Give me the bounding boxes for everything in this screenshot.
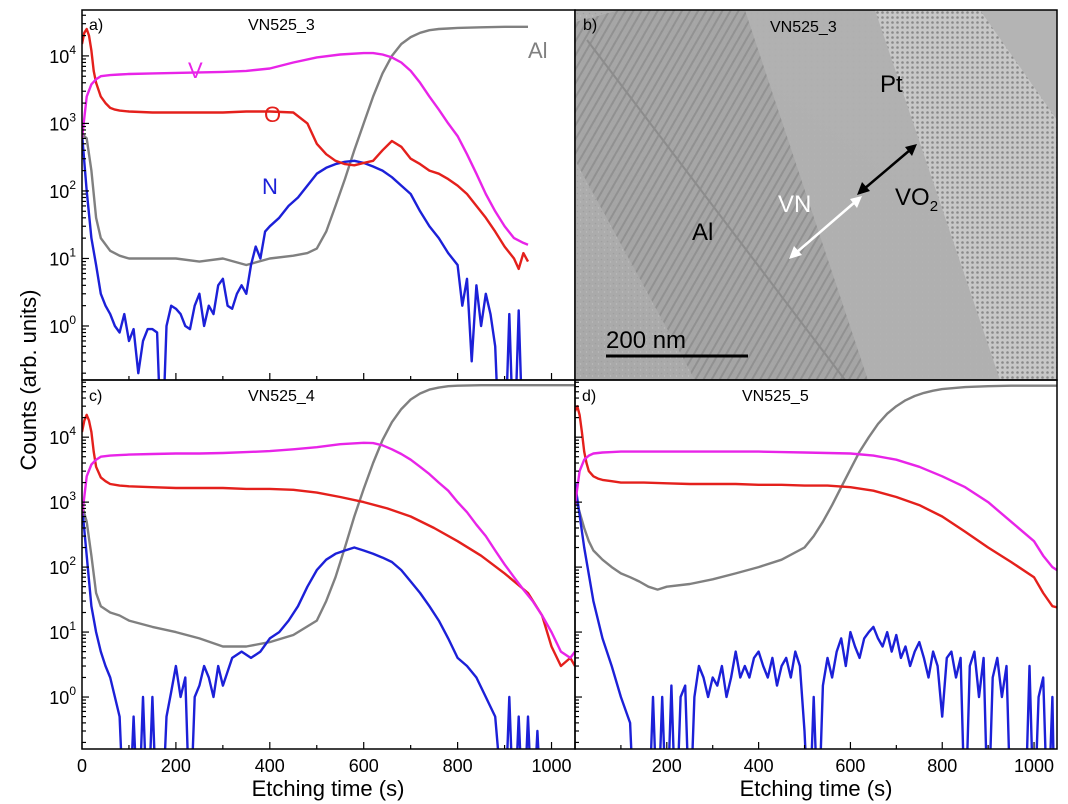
series-v-line-a <box>82 51 529 246</box>
chart-panel-d: 200 400 600 800 1000 d) VN525_5 <box>574 379 1058 776</box>
panel-a-letter: a) <box>89 17 103 34</box>
panel-d-axes: 200 400 600 800 1000 <box>574 381 1054 776</box>
panel-a-series <box>82 25 530 380</box>
series-al-line-c <box>82 384 575 648</box>
y-tick-label: 102 <box>49 554 76 578</box>
panel-d-letter: d) <box>582 388 596 405</box>
tem-title: VN525_3 <box>770 19 837 36</box>
series-n-line-d <box>575 482 1055 749</box>
x-tick-label: 0 <box>77 756 87 776</box>
panel-d-title: VN525_5 <box>742 388 809 405</box>
tem-black-arrow <box>857 144 917 195</box>
y-tick-label: 101 <box>49 245 76 269</box>
y-axis-title: Counts (arb. units) <box>16 290 41 471</box>
series-o-line-a <box>82 27 530 271</box>
panel-d-frame <box>574 379 1058 750</box>
x-tick-label: 800 <box>443 756 473 776</box>
label-al-a: Al <box>528 38 548 63</box>
x-axis-title-d: Etching time (s) <box>740 776 893 801</box>
panel-a-axes: 100 101 102 103 104 <box>49 14 553 380</box>
tem-image-panel: b) VN525_3 Pt VN Al VO2 200 nm <box>574 9 1058 381</box>
tem-label-pt: Pt <box>880 71 903 98</box>
series-v-line-c <box>82 441 575 660</box>
tem-label-vo2: VO2 <box>895 184 938 215</box>
series-o-line-c <box>82 413 575 668</box>
series-al-line-a <box>82 25 528 267</box>
y-tick-label: 103 <box>49 489 76 513</box>
tem-interface-line <box>586 39 846 381</box>
x-tick-label: 800 <box>927 756 957 776</box>
x-tick-label: 400 <box>255 756 285 776</box>
x-tick-label: 600 <box>349 756 379 776</box>
series-v-line-d <box>575 450 1057 572</box>
label-n-a: N <box>262 174 278 199</box>
tem-panel-letter: b) <box>583 17 597 34</box>
tem-vo2-layer <box>745 10 1000 380</box>
series-n-line-a <box>82 133 523 380</box>
panel-c-letter: c) <box>89 388 102 405</box>
panel-c-axes: 100 101 102 103 104 0 200 400 600 800 1000 <box>49 381 572 776</box>
panel-a-frame <box>81 9 576 381</box>
tem-scale-bar-label: 200 nm <box>606 327 686 354</box>
tem-pt-layer <box>875 10 1057 380</box>
label-v-a: V <box>188 58 203 83</box>
panel-c-series <box>82 384 575 749</box>
y-tick-label: 104 <box>49 43 76 67</box>
tem-label-vn: VN <box>778 191 811 218</box>
y-tick-label: 104 <box>49 424 76 448</box>
x-tick-label: 200 <box>161 756 191 776</box>
series-al-line-d <box>575 384 1057 591</box>
panel-c-title: VN525_4 <box>248 388 315 405</box>
tem-white-arrow <box>789 196 862 259</box>
tem-vn-layer <box>575 10 868 380</box>
panel-d-series <box>575 384 1057 749</box>
y-tick-label: 100 <box>49 684 76 708</box>
tem-label-al: Al <box>692 219 713 246</box>
y-tick-label: 101 <box>49 619 76 643</box>
y-tick-label: 100 <box>49 313 76 337</box>
y-tick-label: 102 <box>49 178 76 202</box>
y-tick-label: 103 <box>49 110 76 134</box>
chart-panel-c: 100 101 102 103 104 0 200 400 600 800 1000 c) VN52… <box>49 379 576 776</box>
x-tick-label: 400 <box>744 756 774 776</box>
x-tick-label: 600 <box>835 756 865 776</box>
series-n-line-c <box>82 504 540 749</box>
label-o-a: O <box>264 102 281 127</box>
x-tick-label: 1000 <box>532 756 572 776</box>
x-tick-label: 200 <box>652 756 682 776</box>
series-o-line-d <box>575 405 1057 609</box>
panel-a-title: VN525_3 <box>248 17 315 34</box>
panel-c-frame <box>81 379 576 750</box>
x-axis-title-c: Etching time (s) <box>252 776 405 801</box>
tem-top-region <box>980 10 1057 120</box>
x-tick-label: 1000 <box>1014 756 1054 776</box>
